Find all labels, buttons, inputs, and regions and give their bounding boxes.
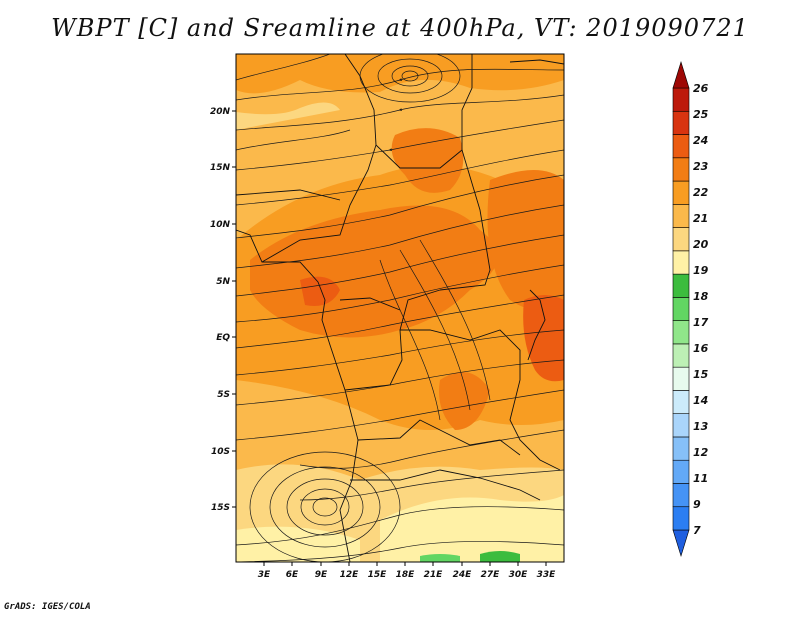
lon-label: 21E [424, 570, 444, 580]
colorbar-label: 16 [693, 342, 709, 355]
colorbar-segments [672, 60, 690, 558]
map-frame [235, 53, 565, 563]
colorbar-bin [672, 180, 690, 205]
colorbar-bin [672, 459, 690, 484]
colorbar-label: 14 [693, 394, 708, 407]
lat-label: EQ [216, 333, 230, 343]
lon-label: 15E [368, 570, 388, 580]
colorbar-label: 7 [693, 524, 701, 537]
colorbar-label: 26 [693, 82, 709, 95]
colorbar-bin [672, 366, 690, 391]
lon-label: 33E [537, 570, 557, 580]
colorbar-label: 12 [693, 446, 709, 459]
lon-label: 30E [509, 570, 529, 580]
latitude-axis: 20N 15N 10N 5N EQ 5S 10S 15S [210, 107, 236, 513]
map-title: WBPT [C] and Sreamline at 400hPa, VT: 20… [51, 14, 749, 42]
colorbar-bin [672, 436, 690, 461]
lat-label: 20N [210, 107, 231, 117]
streamlines [236, 54, 564, 562]
lon-label: 27E [481, 570, 501, 580]
colorbar-label: 22 [693, 186, 709, 199]
lon-label: 6E [286, 570, 299, 580]
colorbar-label: 15 [693, 368, 709, 381]
colorbar-label: 18 [693, 290, 709, 303]
colorbar-bin [672, 483, 690, 508]
colorbar-bin [672, 273, 690, 298]
colorbar-bin [672, 134, 690, 159]
colorbar-bin [672, 297, 690, 321]
colorbar-bin [672, 343, 690, 368]
colorbar-bin [672, 413, 690, 438]
lon-label: 18E [396, 570, 416, 580]
credit-label: GrADS: IGES/COLA [4, 602, 91, 612]
colorbar-arrow-low [672, 529, 690, 558]
country-borders [236, 54, 564, 562]
colorbar-bin [672, 110, 690, 135]
colorbar-label: 23 [693, 160, 709, 173]
colorbar-label: 24 [693, 134, 708, 147]
colorbar-arrow-high [672, 60, 690, 89]
wbpt-shading [236, 54, 564, 562]
colorbar-bin [672, 227, 690, 252]
colorbar-bin [672, 204, 690, 228]
lat-label: 15S [211, 503, 230, 513]
colorbar-bin [672, 320, 690, 345]
colorbar-bin [672, 157, 690, 182]
lat-label: 10N [210, 220, 231, 230]
lon-label: 3E [258, 570, 271, 580]
colorbar-label: 17 [693, 316, 709, 329]
colorbar-bin [672, 390, 690, 414]
colorbar-label: 20 [693, 238, 709, 251]
colorbar-label: 25 [693, 108, 709, 121]
colorbar-label: 21 [693, 212, 708, 225]
lon-label: 12E [340, 570, 360, 580]
colorbar: 26 25 24 23 22 21 20 19 18 17 16 15 14 1… [672, 60, 709, 558]
lon-label: 24E [453, 570, 473, 580]
colorbar-label: 19 [693, 264, 709, 277]
colorbar-labels: 26 25 24 23 22 21 20 19 18 17 16 15 14 1… [693, 82, 709, 537]
colorbar-bin [672, 87, 690, 112]
map-figure: 20N 15N 10N 5N EQ 5S 10S 15S 3E 6E 9E 12… [210, 53, 709, 580]
colorbar-label: 9 [693, 498, 701, 511]
colorbar-bin [672, 506, 690, 531]
lat-label: 5N [216, 277, 230, 287]
lat-label: 10S [211, 447, 230, 457]
lat-label: 5S [217, 390, 230, 400]
colorbar-bin [672, 250, 690, 275]
colorbar-label: 11 [693, 472, 708, 485]
lat-label: 15N [210, 163, 231, 173]
longitude-axis: 3E 6E 9E 12E 15E 18E 21E 24E 27E 30E 33E [258, 562, 556, 580]
lon-label: 9E [315, 570, 328, 580]
colorbar-label: 13 [693, 420, 709, 433]
